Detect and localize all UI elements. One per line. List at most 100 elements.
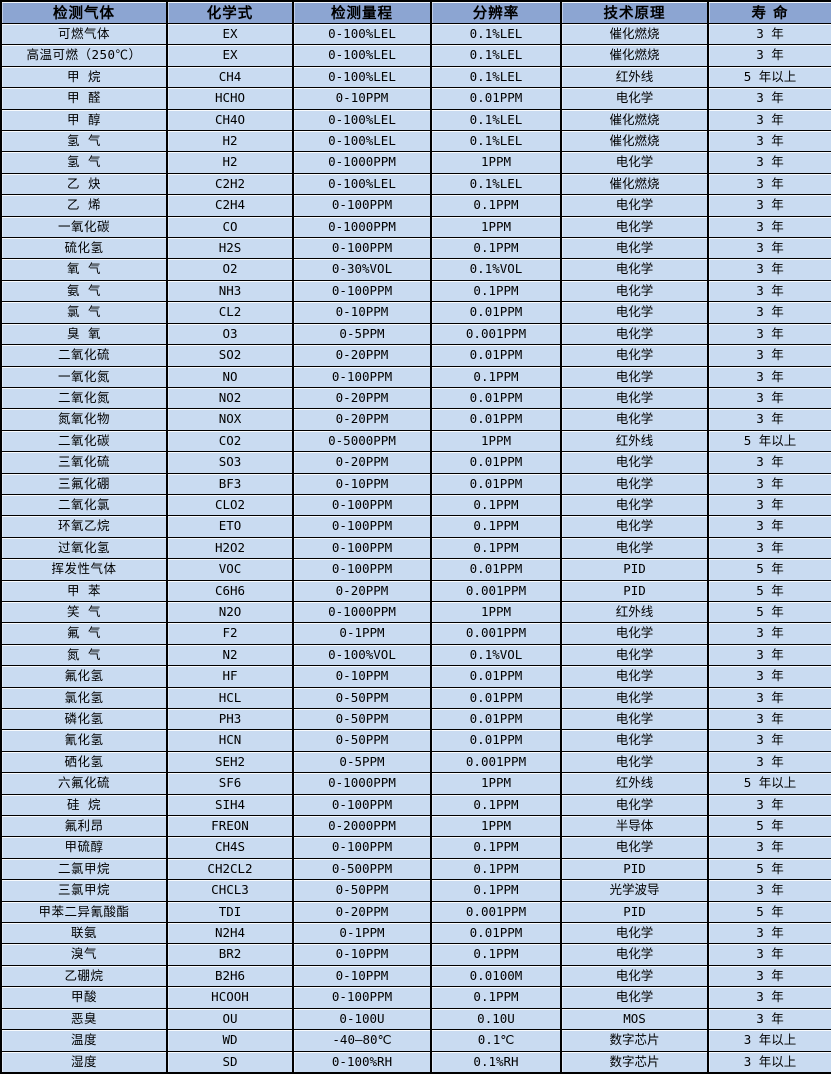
cell-resolution: 1PPM <box>430 772 562 795</box>
cell-gas: 湿度 <box>0 1050 168 1074</box>
cell-range: 0-1PPM <box>292 622 432 645</box>
cell-range: 0-100%LEL <box>292 65 432 89</box>
cell-range: 0-100U <box>292 1007 432 1031</box>
cell-gas: 硫化氢 <box>0 237 168 260</box>
cell-formula: CHCL3 <box>166 879 294 902</box>
cell-resolution: 0.1%VOL <box>430 643 562 667</box>
table-row: 氧 气 O2 0-30%VOL 0.1%VOL 电化学 3 年 <box>0 258 831 281</box>
cell-gas: 甲 醛 <box>0 87 168 110</box>
cell-gas: 联氨 <box>0 922 168 945</box>
table-row: 高温可燃（250℃） EX 0-100%LEL 0.1%LEL 催化燃烧 3 年 <box>0 44 831 67</box>
cell-gas: 二氯甲烷 <box>0 857 168 881</box>
cell-gas: 过氧化氢 <box>0 536 168 560</box>
cell-range: 0-10PPM <box>292 472 432 495</box>
cell-formula: C6H6 <box>166 579 294 602</box>
cell-lifespan: 3 年 <box>707 964 831 988</box>
cell-resolution: 0.1%LEL <box>430 108 562 132</box>
cell-principle: 电化学 <box>560 472 709 495</box>
table-row: 三氟化硼 BF3 0-10PPM 0.01PPM 电化学 3 年 <box>0 472 831 495</box>
cell-range: 0-1000PPM <box>292 151 432 174</box>
cell-formula: CH4S <box>166 836 294 859</box>
cell-resolution: 0.1%LEL <box>430 65 562 89</box>
cell-resolution: 0.1℃ <box>430 1029 562 1052</box>
table-row: 二氧化碳 CO2 0-5000PPM 1PPM 红外线 5 年以上 <box>0 429 831 453</box>
table-row: 过氧化氢 H2O2 0-100PPM 0.1PPM 电化学 3 年 <box>0 536 831 560</box>
cell-lifespan: 3 年 <box>707 44 831 67</box>
table-row: 三氯甲烷 CHCL3 0-50PPM 0.1PPM 光学波导 3 年 <box>0 879 831 902</box>
cell-formula: CO2 <box>166 429 294 453</box>
cell-gas: 温度 <box>0 1029 168 1052</box>
cell-resolution: 1PPM <box>430 215 562 239</box>
cell-range: 0-20PPM <box>292 579 432 602</box>
cell-formula: NH3 <box>166 279 294 303</box>
cell-range: 0-20PPM <box>292 451 432 474</box>
cell-principle: 电化学 <box>560 322 709 346</box>
cell-lifespan: 3 年 <box>707 130 831 153</box>
cell-resolution: 0.01PPM <box>430 472 562 495</box>
cell-formula: B2H6 <box>166 964 294 988</box>
cell-range: 0-50PPM <box>292 879 432 902</box>
cell-lifespan: 3 年 <box>707 408 831 431</box>
cell-range: 0-500PPM <box>292 857 432 881</box>
cell-gas: 溴气 <box>0 943 168 966</box>
cell-resolution: 1PPM <box>430 815 562 838</box>
table-row: 氯 气 CL2 0-10PPM 0.01PPM 电化学 3 年 <box>0 301 831 324</box>
cell-gas: 氟 气 <box>0 622 168 645</box>
cell-gas: 乙 烯 <box>0 194 168 217</box>
cell-range: 0-100%LEL <box>292 22 432 46</box>
cell-lifespan: 3 年 <box>707 322 831 346</box>
cell-formula: TDI <box>166 900 294 924</box>
cell-principle: PID <box>560 558 709 581</box>
cell-lifespan: 5 年 <box>707 815 831 838</box>
cell-formula: VOC <box>166 558 294 581</box>
cell-principle: 电化学 <box>560 386 709 410</box>
table-row: 氨 气 NH3 0-100PPM 0.1PPM 电化学 3 年 <box>0 279 831 303</box>
cell-range: 0-10PPM <box>292 665 432 688</box>
cell-lifespan: 5 年以上 <box>707 429 831 453</box>
cell-range: 0-1000PPM <box>292 600 432 624</box>
table-row: 一氧化碳 CO 0-1000PPM 1PPM 电化学 3 年 <box>0 215 831 239</box>
cell-lifespan: 3 年以上 <box>707 1050 831 1074</box>
cell-range: 0-50PPM <box>292 729 432 752</box>
cell-gas: 一氧化碳 <box>0 215 168 239</box>
cell-resolution: 0.1PPM <box>430 493 562 517</box>
cell-gas: 挥发性气体 <box>0 558 168 581</box>
table-row: 甲 烷 CH4 0-100%LEL 0.1%LEL 红外线 5 年以上 <box>0 65 831 89</box>
table-row: 氮 气 N2 0-100%VOL 0.1%VOL 电化学 3 年 <box>0 643 831 667</box>
cell-resolution: 0.01PPM <box>430 386 562 410</box>
cell-gas: 乙硼烷 <box>0 964 168 988</box>
cell-formula: H2S <box>166 237 294 260</box>
cell-resolution: 0.1PPM <box>430 279 562 303</box>
table-row: 甲苯二异氰酸酯 TDI 0-20PPM 0.001PPM PID 5 年 <box>0 900 831 924</box>
cell-formula: HF <box>166 665 294 688</box>
table-row: 二氯甲烷 CH2CL2 0-500PPM 0.1PPM PID 5 年 <box>0 857 831 881</box>
table-row: 氢 气 H2 0-100%LEL 0.1%LEL 催化燃烧 3 年 <box>0 130 831 153</box>
table-row: 笑 气 N2O 0-1000PPM 1PPM 红外线 5 年 <box>0 600 831 624</box>
cell-formula: ETO <box>166 515 294 538</box>
cell-principle: 电化学 <box>560 237 709 260</box>
cell-range: 0-100PPM <box>292 558 432 581</box>
column-header-principle: 技术原理 <box>560 0 709 24</box>
table-row: 磷化氢 PH3 0-50PPM 0.01PPM 电化学 3 年 <box>0 707 831 731</box>
table-row: 氰化氢 HCN 0-50PPM 0.01PPM 电化学 3 年 <box>0 729 831 752</box>
cell-formula: SO3 <box>166 451 294 474</box>
cell-resolution: 0.01PPM <box>430 558 562 581</box>
cell-principle: 电化学 <box>560 986 709 1009</box>
table-row: 硫化氢 H2S 0-100PPM 0.1PPM 电化学 3 年 <box>0 237 831 260</box>
cell-resolution: 0.01PPM <box>430 686 562 710</box>
cell-principle: 催化燃烧 <box>560 22 709 46</box>
cell-range: 0-100PPM <box>292 986 432 1009</box>
table-row: 甲硫醇 CH4S 0-100PPM 0.1PPM 电化学 3 年 <box>0 836 831 859</box>
cell-resolution: 0.1%LEL <box>430 172 562 196</box>
cell-formula: SIH4 <box>166 793 294 817</box>
table-row: 甲 醛 HCHO 0-10PPM 0.01PPM 电化学 3 年 <box>0 87 831 110</box>
cell-range: 0-1000PPM <box>292 215 432 239</box>
cell-range: 0-1000PPM <box>292 772 432 795</box>
cell-gas: 氟利昂 <box>0 815 168 838</box>
cell-formula: SF6 <box>166 772 294 795</box>
column-header-formula: 化学式 <box>166 0 294 24</box>
cell-range: 0-20PPM <box>292 344 432 367</box>
cell-gas: 甲 烷 <box>0 65 168 89</box>
cell-lifespan: 5 年 <box>707 857 831 881</box>
cell-range: 0-20PPM <box>292 386 432 410</box>
